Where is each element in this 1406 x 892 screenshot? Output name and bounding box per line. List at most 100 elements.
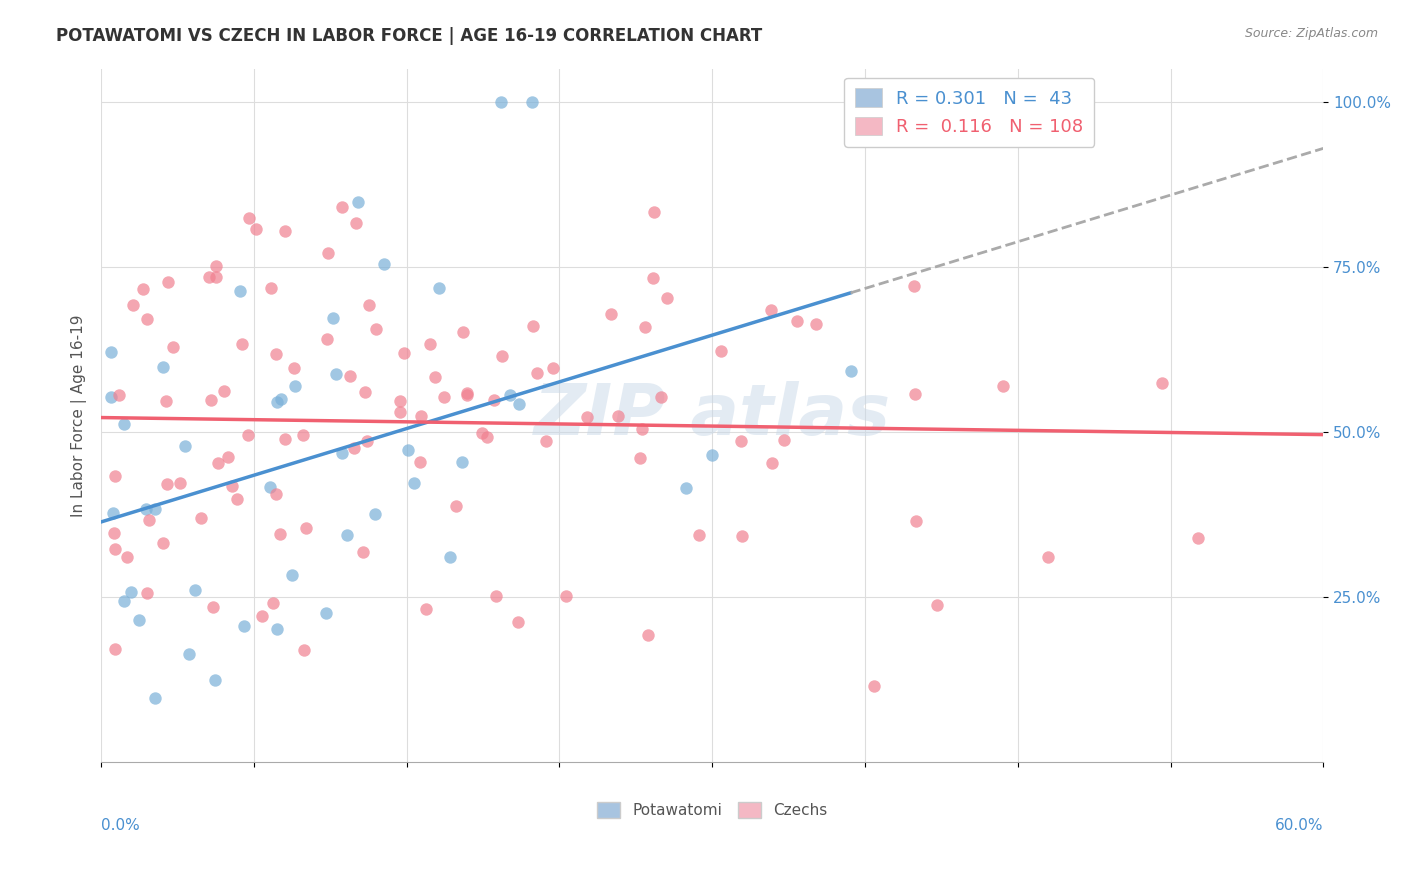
Point bbox=[238, 211, 260, 225]
Point bbox=[295, 521, 318, 535]
Point bbox=[456, 386, 478, 401]
Point bbox=[315, 332, 337, 346]
Point bbox=[804, 318, 827, 332]
Point bbox=[343, 441, 366, 455]
Point bbox=[600, 307, 623, 321]
Point bbox=[839, 364, 862, 378]
Point bbox=[634, 319, 657, 334]
Point bbox=[184, 582, 207, 597]
Point bbox=[364, 322, 387, 336]
Text: Source: ZipAtlas.com: Source: ZipAtlas.com bbox=[1244, 27, 1378, 40]
Point bbox=[270, 392, 292, 406]
Point bbox=[259, 480, 281, 494]
Point bbox=[177, 647, 200, 661]
Y-axis label: In Labor Force | Age 16-19: In Labor Force | Age 16-19 bbox=[72, 314, 87, 516]
Point bbox=[221, 479, 243, 493]
Point bbox=[489, 95, 512, 109]
Point bbox=[526, 366, 548, 380]
Point bbox=[152, 359, 174, 374]
Point bbox=[392, 346, 415, 360]
Point bbox=[641, 271, 664, 285]
Point bbox=[710, 344, 733, 359]
Point bbox=[169, 476, 191, 491]
Point bbox=[1187, 532, 1209, 546]
Point bbox=[269, 527, 291, 541]
Point bbox=[541, 360, 564, 375]
Point bbox=[155, 394, 177, 409]
Point bbox=[450, 455, 472, 469]
Point bbox=[156, 476, 179, 491]
Point bbox=[786, 314, 808, 328]
Point bbox=[631, 422, 654, 436]
Point bbox=[650, 390, 672, 404]
Point bbox=[471, 426, 494, 441]
Point bbox=[156, 275, 179, 289]
Text: POTAWATOMI VS CZECH IN LABOR FORCE | AGE 16-19 CORRELATION CHART: POTAWATOMI VS CZECH IN LABOR FORCE | AGE… bbox=[56, 27, 762, 45]
Point bbox=[863, 679, 886, 693]
Point bbox=[325, 368, 347, 382]
Point bbox=[388, 405, 411, 419]
Point bbox=[294, 643, 316, 657]
Text: 0.0%: 0.0% bbox=[101, 818, 139, 833]
Point bbox=[143, 691, 166, 706]
Point bbox=[202, 599, 225, 614]
Point bbox=[688, 528, 710, 542]
Point bbox=[250, 608, 273, 623]
Point bbox=[484, 392, 506, 407]
Point bbox=[643, 205, 665, 219]
Point bbox=[415, 602, 437, 616]
Point bbox=[675, 482, 697, 496]
Point bbox=[274, 432, 297, 446]
Point bbox=[335, 528, 357, 542]
Point bbox=[315, 607, 337, 621]
Point bbox=[291, 428, 314, 442]
Point bbox=[143, 501, 166, 516]
Point bbox=[925, 598, 948, 612]
Point bbox=[359, 298, 381, 312]
Point bbox=[772, 433, 794, 447]
Point bbox=[135, 312, 157, 326]
Point bbox=[103, 541, 125, 556]
Point bbox=[217, 450, 239, 465]
Point bbox=[316, 246, 339, 260]
Point bbox=[451, 325, 474, 339]
Point bbox=[231, 337, 253, 351]
Point bbox=[266, 622, 288, 636]
Point bbox=[339, 368, 361, 383]
Point bbox=[491, 349, 513, 363]
Point bbox=[364, 507, 387, 521]
Point bbox=[425, 370, 447, 384]
Point bbox=[212, 384, 235, 399]
Point bbox=[637, 628, 659, 642]
Point bbox=[207, 456, 229, 470]
Point bbox=[190, 511, 212, 525]
Point bbox=[103, 525, 125, 540]
Point bbox=[433, 390, 456, 404]
Point bbox=[759, 302, 782, 317]
Point bbox=[236, 428, 259, 442]
Point bbox=[522, 95, 544, 109]
Point bbox=[508, 615, 530, 630]
Point bbox=[347, 194, 370, 209]
Point bbox=[281, 568, 304, 582]
Point bbox=[655, 291, 678, 305]
Point bbox=[330, 200, 353, 214]
Point bbox=[373, 257, 395, 271]
Text: ZIP atlas: ZIP atlas bbox=[534, 381, 891, 450]
Point bbox=[499, 388, 522, 402]
Point bbox=[135, 501, 157, 516]
Point bbox=[205, 259, 228, 273]
Point bbox=[104, 642, 127, 657]
Point bbox=[456, 388, 478, 402]
Point bbox=[260, 281, 283, 295]
Point bbox=[274, 224, 297, 238]
Point bbox=[903, 386, 925, 401]
Point bbox=[1150, 376, 1173, 390]
Point bbox=[283, 360, 305, 375]
Text: 60.0%: 60.0% bbox=[1275, 818, 1323, 833]
Point bbox=[411, 409, 433, 423]
Point bbox=[262, 596, 284, 610]
Point bbox=[132, 282, 155, 296]
Point bbox=[101, 506, 124, 520]
Point bbox=[112, 417, 135, 432]
